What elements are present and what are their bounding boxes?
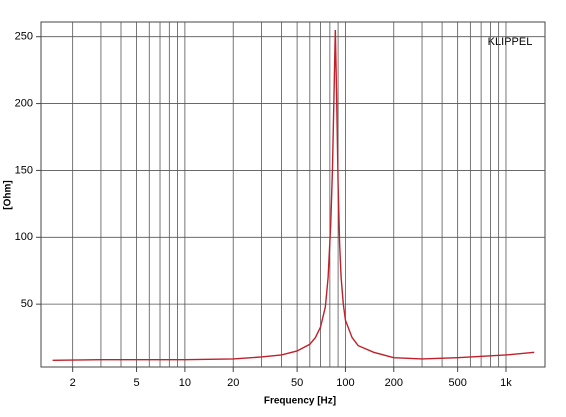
y-tick-label: 50 <box>21 298 33 310</box>
annotation: KLIPPEL <box>488 36 533 48</box>
x-axis-label: Frequency [Hz] <box>264 396 336 407</box>
x-tick-label: 50 <box>291 377 303 389</box>
y-axis-label: [Ohm] <box>3 180 14 209</box>
y-tick-label: 150 <box>15 164 33 176</box>
x-tick-label: 2 <box>70 377 76 389</box>
x-tick-label: 500 <box>448 377 466 389</box>
y-tick-label: 250 <box>15 31 33 43</box>
x-tick-label: 5 <box>133 377 139 389</box>
impedance-line <box>52 30 535 362</box>
plot-frame <box>40 21 546 368</box>
y-tick-label: 100 <box>15 231 33 243</box>
y-tick-label: 200 <box>15 97 33 109</box>
x-tick-label: 1k <box>500 377 512 389</box>
x-tick-label: 10 <box>179 377 191 389</box>
x-tick-label: 200 <box>385 377 403 389</box>
x-tick-label: 20 <box>227 377 239 389</box>
x-tick-label: 100 <box>336 377 354 389</box>
